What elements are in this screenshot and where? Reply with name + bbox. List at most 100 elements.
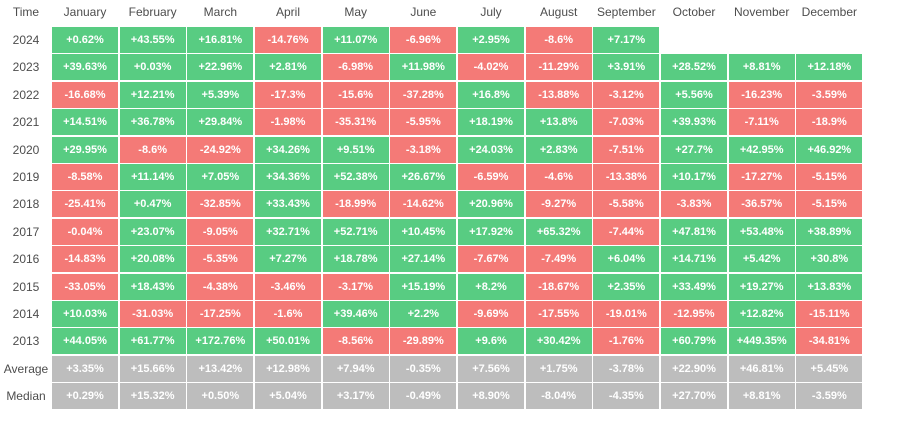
2016-december-cell: +30.8%	[796, 246, 863, 273]
2022-february-cell: +12.21%	[119, 81, 186, 108]
median-march-cell: +0.50%	[187, 383, 254, 410]
2016-march-cell: -5.35%	[187, 246, 254, 273]
2020-april-cell: +34.26%	[255, 136, 321, 163]
2016-june-cell: +27.14%	[390, 246, 457, 273]
2019-october-cell: +10.17%	[661, 164, 728, 190]
average-january-cell: +3.35%	[52, 355, 118, 382]
2016-july-cell: -7.67%	[458, 246, 525, 273]
2018-august-cell: -9.27%	[525, 191, 592, 218]
2022-may-cell: -15.6%	[322, 81, 389, 108]
row-label-2022: 2022	[12, 87, 40, 102]
2014-december-cell: -15.11%	[796, 301, 863, 327]
2014-may-cell: +39.46%	[322, 301, 389, 327]
2018-april-cell: +33.43%	[255, 191, 321, 218]
2019-january-cell: -8.58%	[52, 164, 118, 190]
2024-april-cell: -14.76%	[255, 27, 321, 53]
2021-july-cell: +18.19%	[458, 109, 525, 136]
2019-june-cell: +26.67%	[390, 164, 457, 190]
row-label-2021: 2021	[12, 115, 40, 130]
median-november-cell: +8.81%	[728, 383, 795, 410]
2024-march-cell: +16.81%	[187, 27, 254, 53]
column-header-may: May	[344, 5, 367, 19]
row-label-2020: 2020	[12, 142, 40, 157]
2019-april-cell: +34.36%	[255, 164, 321, 190]
2021-december-cell: -18.9%	[796, 109, 863, 136]
2021-june-cell: -5.95%	[390, 109, 457, 136]
2023-may-cell: -6.98%	[322, 54, 389, 81]
average-april-cell: +12.98%	[255, 355, 321, 382]
2017-august-cell: +65.32%	[525, 218, 592, 245]
2019-may-cell: +52.38%	[322, 164, 389, 190]
2014-april-cell: -1.6%	[255, 301, 321, 327]
2016-august-cell: -7.49%	[525, 246, 592, 273]
2021-october-cell: +39.93%	[661, 109, 728, 136]
2015-may-cell: -3.17%	[322, 273, 389, 300]
2014-january-cell: +10.03%	[52, 301, 118, 327]
2021-may-cell: -35.31%	[322, 109, 389, 136]
2016-october-cell: +14.71%	[661, 246, 728, 273]
2021-november-cell: -7.11%	[728, 109, 795, 136]
2014-september-cell: -19.01%	[593, 301, 660, 327]
2017-january-cell: -0.04%	[52, 218, 118, 245]
average-november-cell: +46.81%	[728, 355, 795, 382]
2018-january-cell: -25.41%	[52, 191, 118, 218]
2013-december-cell: -34.81%	[796, 328, 863, 355]
2016-february-cell: +20.08%	[119, 246, 186, 273]
column-header-july: July	[480, 5, 502, 19]
2014-july-cell: -9.69%	[458, 301, 525, 327]
2014-august-cell: -17.55%	[525, 301, 592, 327]
2015-june-cell: +15.19%	[390, 273, 457, 300]
2024-may-cell: +11.07%	[322, 27, 389, 53]
2020-november-cell: +42.95%	[728, 136, 795, 163]
median-february-cell: +15.32%	[119, 383, 186, 410]
average-december-cell: +5.45%	[796, 355, 863, 382]
average-march-cell: +13.42%	[187, 355, 254, 382]
2022-october-cell: +5.56%	[661, 81, 728, 108]
median-may-cell: +3.17%	[322, 383, 389, 410]
average-february-cell: +15.66%	[119, 355, 186, 382]
2024-january-cell: +0.62%	[52, 27, 118, 53]
column-header-september: September	[597, 5, 656, 19]
median-july-cell: +8.90%	[458, 383, 525, 410]
2013-january-cell: +44.05%	[52, 328, 118, 355]
2020-june-cell: -3.18%	[390, 136, 457, 163]
2015-april-cell: -3.46%	[255, 273, 321, 300]
2022-january-cell: -16.68%	[52, 81, 118, 108]
2018-october-cell: -3.83%	[661, 191, 728, 218]
row-label-2014: 2014	[12, 307, 40, 321]
2020-july-cell: +24.03%	[458, 136, 525, 163]
2013-september-cell: -1.76%	[593, 328, 660, 355]
2021-february-cell: +36.78%	[119, 109, 186, 136]
column-header-december: December	[801, 5, 858, 19]
2022-april-cell: -17.3%	[255, 81, 321, 108]
2022-march-cell: +5.39%	[187, 81, 254, 108]
2015-december-cell: +13.83%	[796, 273, 863, 300]
2015-march-cell: -4.38%	[187, 273, 254, 300]
2016-january-cell: -14.83%	[52, 246, 118, 273]
2014-march-cell: -17.25%	[187, 301, 254, 327]
2018-december-cell: -5.15%	[796, 191, 863, 218]
2023-january-cell: +39.63%	[52, 54, 118, 81]
2014-october-cell: -12.95%	[661, 301, 728, 327]
2023-april-cell: +2.81%	[255, 54, 321, 81]
2013-may-cell: -8.56%	[322, 328, 389, 355]
2017-september-cell: -7.44%	[593, 218, 660, 245]
row-label-2024: 2024	[12, 33, 40, 47]
2018-september-cell: -5.58%	[593, 191, 660, 218]
2016-september-cell: +6.04%	[593, 246, 660, 273]
2020-may-cell: +9.51%	[322, 136, 389, 163]
2022-july-cell: +16.8%	[458, 81, 525, 108]
2013-june-cell: -29.89%	[390, 328, 457, 355]
2023-september-cell: +3.91%	[593, 54, 660, 81]
column-header-march: March	[203, 5, 237, 19]
2021-august-cell: +13.8%	[525, 109, 592, 136]
2019-december-cell: -5.15%	[796, 164, 863, 190]
2019-february-cell: +11.14%	[119, 164, 186, 190]
2017-november-cell: +53.48%	[728, 218, 795, 245]
median-january-cell: +0.29%	[52, 383, 118, 410]
row-label-average: Average	[3, 361, 49, 376]
column-header-february: February	[128, 5, 177, 19]
2024-june-cell: -6.96%	[390, 27, 457, 53]
average-june-cell: -0.35%	[390, 355, 457, 382]
